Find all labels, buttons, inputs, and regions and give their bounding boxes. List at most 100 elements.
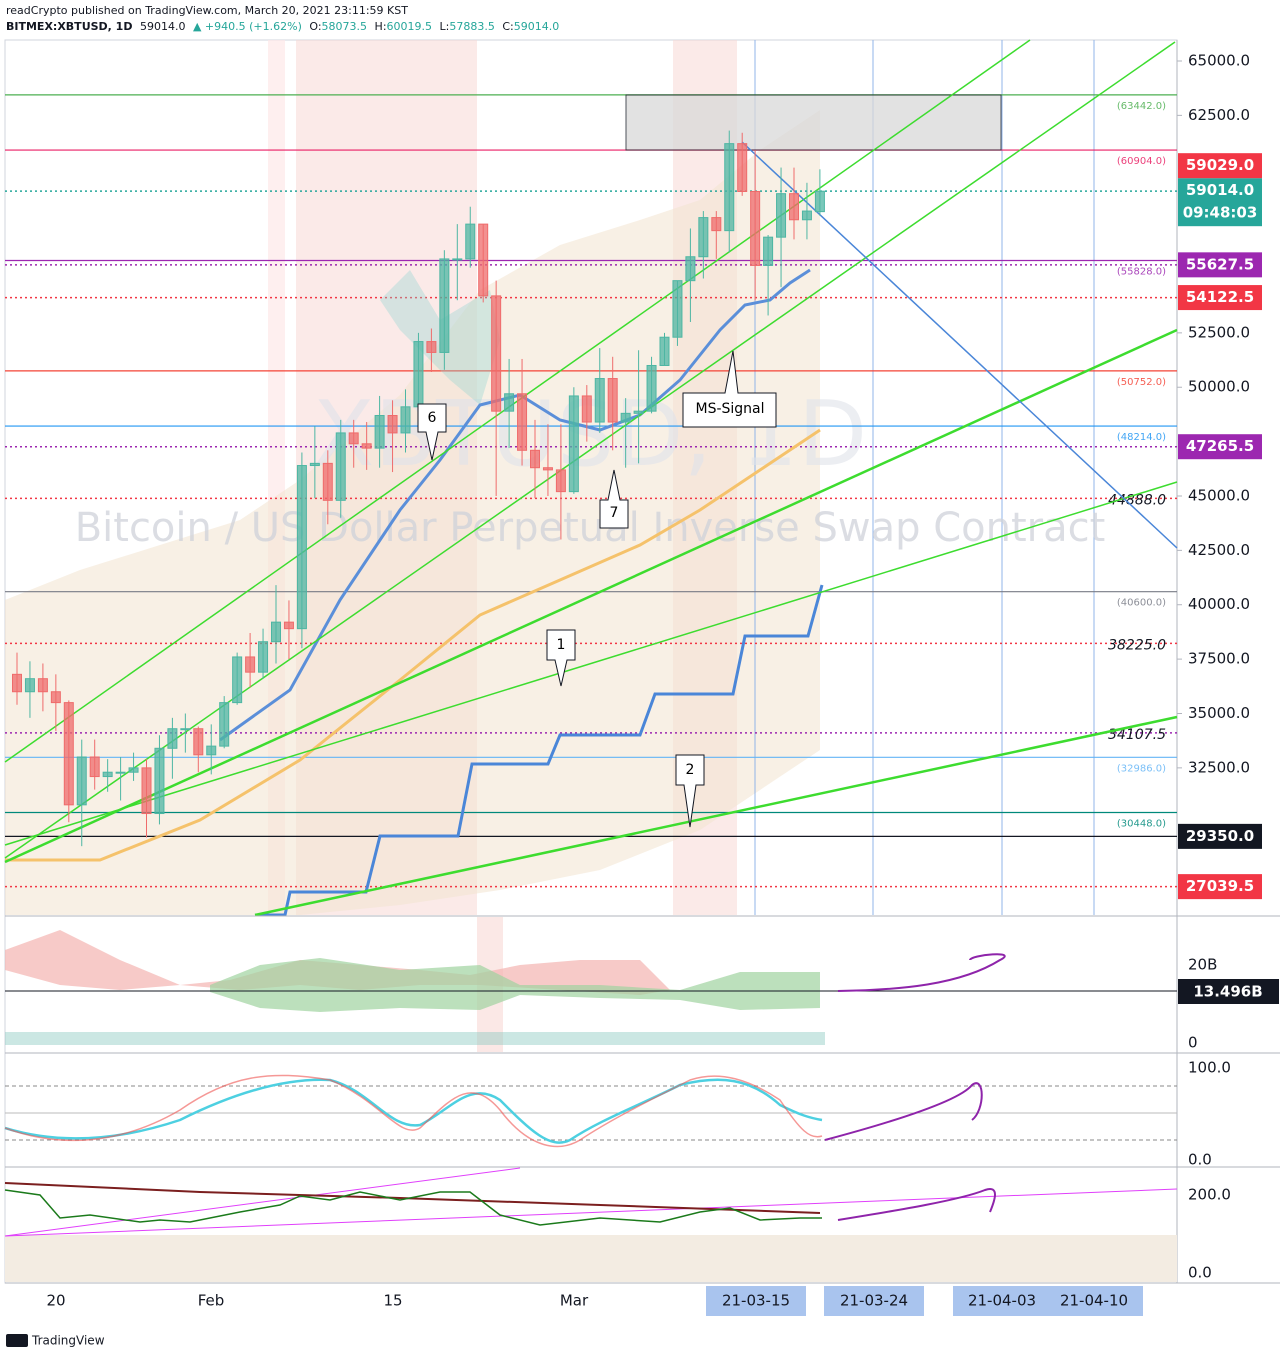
candle-body	[89, 756, 100, 778]
o-value: 58073.5	[322, 20, 368, 33]
trend-line	[4, 1167, 521, 1237]
candle-body	[296, 465, 307, 630]
callout-text: 6	[428, 410, 437, 426]
price-badge-text: 54122.5	[1186, 288, 1254, 306]
price-badge	[1178, 823, 1262, 849]
candle-body	[206, 745, 217, 756]
pane-axis-label: 0	[1188, 1034, 1198, 1052]
h-value: 60019.5	[387, 20, 433, 33]
candle-body	[322, 462, 333, 501]
trend-line	[254, 715, 1178, 917]
c-value: 59014.0	[514, 20, 560, 33]
watermark-description: Bitcoin / US Dollar Perpetual Inverse Sw…	[75, 505, 1106, 551]
pane-axis-label: 200.0	[1188, 1186, 1231, 1204]
callout	[682, 350, 777, 428]
trend-line	[4, 41, 1176, 859]
candle-body	[361, 443, 372, 449]
candle-body	[763, 236, 774, 266]
candle-body	[400, 406, 411, 434]
x-tick-label: 21-04-03	[968, 1292, 1036, 1310]
y-tick-label: 50000.0	[1188, 378, 1250, 396]
candle-body	[76, 756, 87, 806]
zone-box	[625, 94, 1002, 151]
candle-body	[387, 415, 398, 434]
brand-name: TradingView	[31, 1334, 105, 1348]
drawings	[4, 39, 1178, 917]
candle-body	[335, 432, 346, 501]
candle-body	[115, 771, 126, 774]
candle-body	[659, 336, 670, 366]
annotations: 6 7 1 2 MS-Signal	[417, 350, 777, 828]
x-tick-label: 21-03-15	[722, 1292, 790, 1310]
level-label: (63442.0)	[1117, 101, 1166, 112]
candle-body	[711, 217, 722, 232]
callout	[675, 754, 705, 828]
l-value: 57883.5	[449, 20, 495, 33]
c-key: C:	[502, 20, 513, 33]
level-label: 38225.0	[1108, 637, 1166, 653]
candle-body	[685, 256, 696, 282]
candle-body	[37, 678, 48, 693]
y-tick-label: 40000.0	[1188, 595, 1250, 613]
x-tick-label: 21-03-24	[840, 1292, 908, 1310]
candle-body	[646, 364, 657, 412]
candle-body	[219, 702, 230, 747]
x-tick-label: 21-04-10	[1060, 1292, 1128, 1310]
volume-cloud	[5, 930, 700, 995]
candle-body	[478, 223, 489, 297]
candle-body	[63, 702, 74, 806]
step-line	[255, 584, 824, 917]
trend-line	[741, 141, 1178, 549]
candle-body	[141, 767, 152, 815]
level-label: (50752.0)	[1117, 377, 1166, 388]
volume-cloud	[210, 958, 820, 1012]
index-line	[4, 1189, 822, 1226]
y-tick-label: 65000.0	[1188, 51, 1250, 69]
candle-body	[12, 673, 22, 693]
candle-body	[737, 143, 748, 192]
candle-body	[271, 621, 281, 643]
y-tick-label: 42500.0	[1188, 541, 1250, 559]
candle-body	[167, 728, 178, 749]
candle-body	[258, 641, 269, 673]
indicator-panes	[4, 915, 1280, 1284]
level-label: (32986.0)	[1117, 763, 1166, 774]
candle-body	[504, 393, 515, 412]
candle-body	[542, 467, 553, 471]
price-badge-text: 47265.5	[1186, 437, 1254, 455]
callout	[599, 469, 629, 529]
trend-line	[4, 328, 1178, 864]
candles	[12, 130, 825, 847]
candle-body	[607, 378, 618, 423]
pane-axis-label: 20B	[1188, 956, 1217, 974]
trend-line	[4, 481, 1178, 846]
candle-body	[180, 728, 191, 731]
time-axis: 20 Feb 15 Mar 21-03-15 21-03-24 21-04-03…	[46, 1286, 1143, 1316]
candle-body	[50, 691, 61, 704]
candle-body	[245, 656, 256, 673]
candle-body	[801, 210, 812, 221]
candle-body	[620, 412, 631, 423]
level-label: (48214.0)	[1117, 432, 1166, 443]
price-badge	[1178, 285, 1262, 311]
symbol: BITMEX:XBTUSD, 1D	[6, 20, 132, 33]
candle-body	[154, 747, 165, 815]
price-badge-text: 27039.5	[1186, 877, 1254, 895]
callout	[546, 629, 576, 687]
price-badge-text: 59014.0	[1186, 181, 1254, 199]
candle-body	[672, 280, 683, 338]
y-tick-label: 62500.0	[1188, 106, 1250, 124]
pane-axis-label: 0.0	[1188, 1151, 1212, 1169]
candle-body	[348, 432, 359, 445]
candle-body	[517, 393, 528, 451]
symbol-line: BITMEX:XBTUSD, 1D 59014.0 ▲ +940.5 (+1.6…	[6, 20, 559, 33]
x-tick-label: 20	[46, 1292, 65, 1310]
price-badge	[1178, 252, 1262, 278]
candle-body	[193, 728, 204, 756]
background-drawings	[5, 40, 1095, 915]
last-price: 59014.0	[140, 20, 186, 33]
x-tick-highlight	[706, 1286, 806, 1316]
candle-body	[128, 767, 139, 773]
y-tick-label: 35000.0	[1188, 704, 1250, 722]
candle-body	[698, 217, 709, 258]
